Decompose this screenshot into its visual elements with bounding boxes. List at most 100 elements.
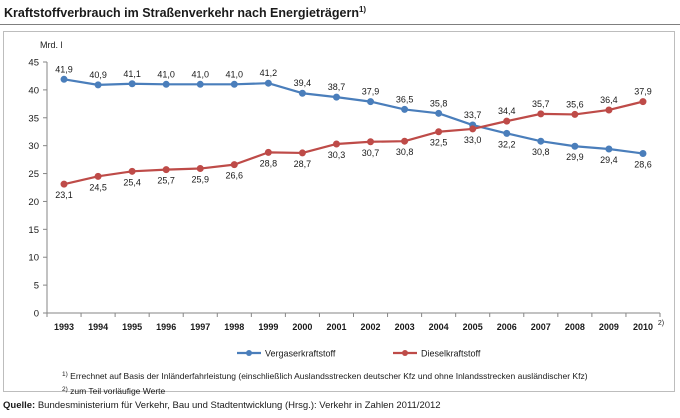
data-label-series-2: 37,9 bbox=[634, 87, 652, 97]
chart-data-labels: 41,9 23,1 40,9 24,5 41,1 25,4 41,0 25,7 41,0 25,9… bbox=[55, 64, 651, 200]
data-label-series-1: 36,5 bbox=[396, 94, 414, 104]
x-tick-label: 2005 bbox=[463, 322, 483, 332]
series-2-point bbox=[605, 106, 613, 114]
series-1-point bbox=[401, 105, 409, 113]
data-label-series-1: 41,0 bbox=[191, 69, 209, 79]
x-tick-label: 2009 bbox=[599, 322, 619, 332]
series-2-point bbox=[639, 98, 647, 106]
data-label-series-1: 37,9 bbox=[362, 87, 380, 97]
data-label-series-2: 35,7 bbox=[532, 99, 550, 109]
series-2-point bbox=[60, 180, 68, 188]
data-label-series-2: 28,7 bbox=[294, 159, 312, 169]
series-1-point bbox=[128, 80, 136, 88]
x-tick-footnote-ref: 2) bbox=[658, 320, 664, 327]
series-2-point bbox=[94, 172, 102, 180]
x-tick-label: 2008 bbox=[565, 322, 585, 332]
series-1-point bbox=[367, 98, 375, 106]
data-label-series-2: 33,0 bbox=[464, 135, 482, 145]
data-label-series-2: 30,8 bbox=[396, 147, 414, 157]
data-label-series-1: 41,9 bbox=[55, 64, 73, 74]
footnote-2-ref: 2) bbox=[62, 386, 68, 393]
footnote-1-ref: 1) bbox=[62, 371, 68, 378]
chart-title: Kraftstoffverbrauch im Straßenverkehr na… bbox=[4, 5, 366, 20]
data-label-series-2: 30,7 bbox=[362, 148, 380, 158]
series-2-point bbox=[196, 165, 204, 173]
footnote-2: 2) zum Teil vorläufige Werte bbox=[62, 383, 588, 398]
legend-label-2: Dieselkraftstoff bbox=[421, 349, 481, 359]
data-label-series-1: 41,0 bbox=[157, 69, 175, 79]
series-2-point bbox=[503, 117, 511, 125]
y-tick-label: 10 bbox=[28, 253, 39, 264]
data-label-series-2: 36,4 bbox=[600, 95, 618, 105]
series-1-point bbox=[605, 145, 613, 153]
x-tick-label: 1997 bbox=[190, 322, 210, 332]
x-tick-label: 2002 bbox=[361, 322, 381, 332]
data-label-series-2: 26,6 bbox=[226, 171, 244, 181]
chart-legend: Vergaserkraftstoff Dieselkraftstoff bbox=[237, 349, 481, 359]
series-2-point bbox=[332, 140, 340, 148]
series-2-point bbox=[537, 110, 545, 118]
footnote-1: 1) Errechnet auf Basis der Inländerfahrl… bbox=[62, 368, 588, 383]
data-label-series-1: 38,7 bbox=[328, 82, 346, 92]
chart-axes: Mrd. l 0 5 10 15 20 25 30 35 40 45 1993 1994 1995 1996… bbox=[28, 40, 664, 332]
x-tick-label: 2001 bbox=[326, 322, 346, 332]
data-label-series-1: 39,4 bbox=[294, 78, 312, 88]
series-2-point bbox=[298, 149, 306, 157]
series-2-point bbox=[162, 166, 170, 174]
data-label-series-1: 29,4 bbox=[600, 155, 618, 165]
series-2-point bbox=[367, 138, 375, 146]
data-label-series-1: 41,2 bbox=[260, 68, 278, 78]
series-2-point bbox=[128, 167, 136, 175]
source-line: Quelle: Bundesministerium für Verkehr, B… bbox=[3, 400, 441, 411]
x-tick-label: 2007 bbox=[531, 322, 551, 332]
series-1-point bbox=[537, 137, 545, 145]
series-line-2 bbox=[63, 100, 644, 186]
series-1-point bbox=[264, 79, 272, 87]
y-axis-title: Mrd. l bbox=[40, 40, 63, 50]
y-tick-label: 20 bbox=[28, 197, 39, 208]
y-tick-label: 0 bbox=[34, 309, 39, 320]
data-label-series-2: 28,8 bbox=[260, 158, 278, 168]
chart-title-text: Kraftstoffverbrauch im Straßenverkehr na… bbox=[4, 6, 359, 20]
x-tick-label: 2006 bbox=[497, 322, 517, 332]
data-label-series-1: 32,2 bbox=[498, 139, 516, 149]
data-label-series-2: 23,1 bbox=[55, 190, 73, 200]
y-tick-label: 40 bbox=[28, 85, 39, 96]
y-tick-label: 15 bbox=[28, 225, 39, 236]
x-tick-label: 1999 bbox=[258, 322, 278, 332]
series-1-point bbox=[298, 89, 306, 97]
series-2-point bbox=[401, 137, 409, 145]
data-label-series-2: 32,5 bbox=[430, 138, 448, 148]
data-label-series-1: 29,9 bbox=[566, 152, 584, 162]
series-1-point bbox=[435, 109, 443, 117]
data-label-series-1: 30,8 bbox=[532, 147, 550, 157]
series-2-point bbox=[230, 161, 238, 169]
title-footnote-ref: 1) bbox=[358, 5, 367, 14]
x-tick-label: 1996 bbox=[156, 322, 176, 332]
data-label-series-2: 25,7 bbox=[157, 176, 175, 186]
x-tick-label: 2000 bbox=[292, 322, 312, 332]
data-label-series-2: 35,6 bbox=[566, 99, 584, 109]
x-tick-label: 2003 bbox=[395, 322, 415, 332]
series-2-point bbox=[264, 148, 272, 156]
y-tick-label: 30 bbox=[28, 141, 39, 152]
data-label-series-2: 24,5 bbox=[89, 182, 107, 192]
data-label-series-2: 25,9 bbox=[191, 175, 209, 185]
data-label-series-1: 41,1 bbox=[123, 69, 141, 79]
data-label-series-2: 34,4 bbox=[498, 106, 516, 116]
legend-label-1: Vergaserkraftstoff bbox=[265, 349, 336, 359]
series-2-point bbox=[435, 128, 443, 136]
series-1-point bbox=[196, 80, 204, 88]
series-1-point bbox=[94, 81, 102, 89]
y-tick-label: 35 bbox=[28, 113, 39, 124]
data-label-series-1: 28,6 bbox=[634, 159, 652, 169]
x-tick-label: 1995 bbox=[122, 322, 142, 332]
series-1-point bbox=[503, 129, 511, 137]
series-1-point bbox=[639, 149, 647, 157]
series-2-point bbox=[571, 110, 579, 118]
x-tick-label: 2004 bbox=[429, 322, 449, 332]
footnote-2-text: zum Teil vorläufige Werte bbox=[70, 386, 166, 396]
legend-marker-2 bbox=[402, 350, 408, 356]
